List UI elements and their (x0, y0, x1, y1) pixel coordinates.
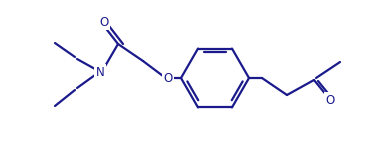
Text: O: O (325, 93, 335, 107)
Text: N: N (96, 65, 104, 79)
Text: O: O (163, 71, 172, 85)
Text: O: O (100, 16, 109, 28)
